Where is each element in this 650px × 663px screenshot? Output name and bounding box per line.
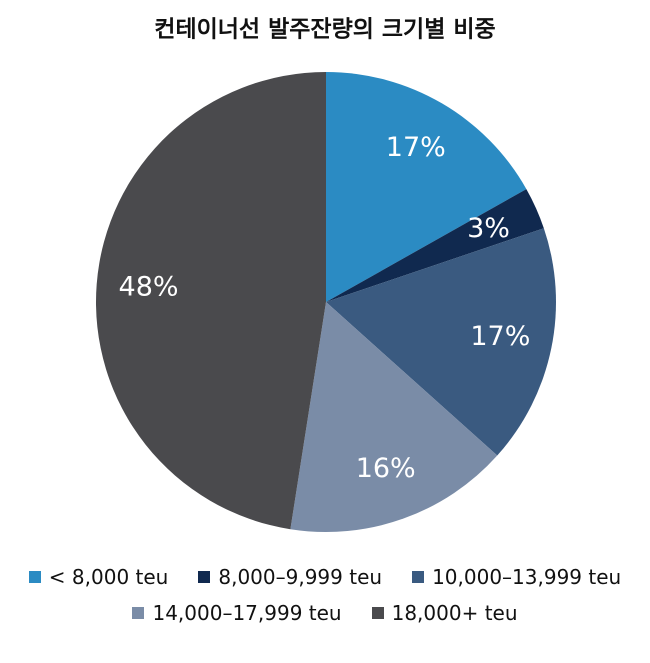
legend: < 8,000 teu 8,000–9,999 teu 10,000–13,999 … — [25, 565, 625, 625]
legend-item: 8,000–9,999 teu — [198, 565, 382, 589]
legend-item: 14,000–17,999 teu — [132, 601, 342, 625]
legend-item: 18,000+ teu — [371, 601, 518, 625]
legend-label: 10,000–13,999 teu — [432, 565, 622, 589]
legend-swatch — [198, 571, 211, 583]
legend-label: 18,000+ teu — [391, 601, 518, 625]
value-label: 3% — [467, 213, 510, 244]
value-label: 16% — [356, 453, 416, 484]
chart: 컨테이너선 발주잔량의 크기별 비중 17% 3% 17% 16% 48% — [96, 17, 556, 532]
legend-swatch — [371, 607, 384, 619]
pie-slice — [326, 228, 556, 456]
value-label: 17% — [470, 321, 530, 352]
pie-slice — [326, 72, 527, 302]
legend-swatch — [412, 571, 425, 583]
legend-item: < 8,000 teu — [28, 565, 169, 589]
pie-slice — [290, 302, 498, 532]
legend-item: 10,000–13,999 teu — [412, 565, 621, 589]
value-label: 17% — [386, 132, 446, 163]
legend-swatch — [28, 571, 41, 583]
chart-title: 컨테이너선 발주잔량의 크기별 비중 — [154, 17, 495, 43]
pie-slice — [326, 189, 544, 302]
value-label: 48% — [119, 272, 179, 303]
legend-label: 8,000–9,999 teu — [218, 565, 383, 589]
legend-label: 14,000–17,999 teu — [152, 601, 342, 625]
legend-label: < 8,000 teu — [48, 565, 169, 589]
legend-swatch — [132, 607, 145, 619]
pie-slice — [96, 72, 326, 530]
